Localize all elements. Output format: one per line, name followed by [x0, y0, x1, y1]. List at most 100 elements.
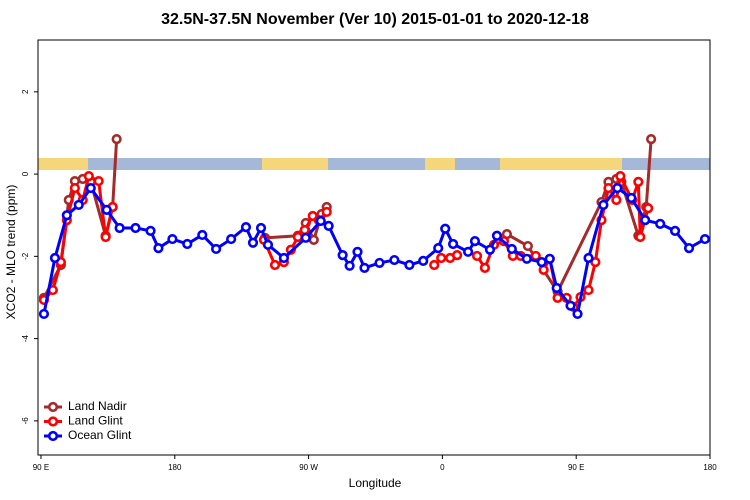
data-point — [321, 206, 332, 218]
data-point — [359, 262, 370, 273]
data-point — [436, 252, 447, 264]
data-point — [655, 218, 666, 229]
data-point — [643, 203, 654, 214]
data-point — [404, 259, 415, 271]
x-tick-label: 0 — [440, 463, 445, 472]
data-point — [552, 292, 563, 303]
x-tick-label: 90 W — [299, 463, 318, 472]
y-axis-label: XCO2 - MLO trend (ppm) — [4, 185, 18, 320]
data-point — [73, 199, 84, 211]
legend-marker — [47, 416, 59, 427]
data-point — [278, 252, 290, 264]
data-point — [61, 210, 72, 221]
data-point — [572, 308, 583, 320]
data-point — [101, 204, 112, 215]
data-point — [255, 222, 267, 234]
data-point — [463, 246, 474, 257]
x-tick-label: 90 E — [568, 463, 584, 472]
y-tick-label: 0 — [21, 171, 30, 176]
legend-marker — [47, 430, 59, 442]
data-point — [583, 252, 594, 264]
data-point — [240, 222, 252, 233]
data-point — [182, 238, 193, 250]
data-point — [626, 192, 637, 204]
data-point — [479, 262, 491, 273]
data-point — [646, 134, 657, 145]
data-point — [226, 233, 237, 245]
data-point — [389, 254, 400, 266]
data-point — [635, 231, 646, 243]
data-point — [521, 253, 532, 264]
data-point — [469, 236, 481, 247]
x-tick-label: 90 E — [33, 463, 49, 472]
legend-label: Land Nadir — [68, 399, 127, 413]
y-tick-label: 2 — [21, 89, 30, 94]
data-point — [85, 182, 96, 194]
data-point — [683, 243, 695, 254]
data-point — [315, 215, 326, 227]
data-point — [590, 257, 601, 268]
data-point — [536, 257, 547, 268]
data-point — [471, 250, 483, 262]
y-tick-label: -6 — [21, 417, 30, 425]
data-point — [429, 259, 440, 271]
data-point — [352, 246, 363, 257]
data-point — [484, 244, 496, 255]
data-point — [452, 250, 463, 261]
legend-label: Ocean Glint — [68, 428, 132, 442]
data-point — [130, 222, 141, 234]
legend-label: Land Glint — [68, 414, 123, 428]
data-point — [583, 284, 594, 296]
data-point — [522, 240, 533, 252]
x-tick-label: 180 — [168, 463, 182, 472]
data-point — [299, 224, 310, 236]
chart-title: 32.5N-37.5N November (Ver 10) 2015-01-01… — [161, 11, 589, 28]
data-point — [100, 231, 111, 243]
data-point — [323, 220, 334, 232]
data-point — [612, 182, 623, 194]
y-tick-label: -4 — [21, 335, 30, 343]
plot-frame — [37, 39, 711, 456]
data-point — [337, 250, 348, 261]
data-point — [93, 175, 104, 187]
land-sea-strip — [38, 158, 710, 170]
data-point — [506, 243, 517, 255]
data-point — [374, 257, 385, 269]
data-point — [611, 194, 622, 206]
data-point — [699, 233, 711, 245]
data-point — [344, 260, 355, 271]
x-tick-label: 180 — [703, 463, 717, 472]
data-point — [38, 308, 50, 320]
data-point — [262, 239, 274, 250]
data-point — [308, 234, 319, 245]
data-point — [433, 243, 444, 254]
data-point — [633, 176, 644, 187]
data-point — [153, 243, 164, 254]
data-point — [292, 231, 303, 243]
data-point — [598, 199, 609, 211]
data-point — [269, 259, 281, 271]
data-point — [603, 182, 614, 194]
data-point — [491, 230, 503, 241]
data-point — [551, 282, 562, 294]
data-point — [538, 264, 549, 276]
x-axis-label: Longitude — [349, 476, 402, 490]
data-point — [111, 134, 122, 145]
data-point — [247, 237, 259, 248]
data-point — [544, 253, 555, 264]
data-point — [447, 238, 459, 250]
data-point — [211, 243, 222, 255]
data-point — [565, 300, 576, 311]
data-point — [615, 171, 626, 182]
data-point — [167, 233, 178, 245]
data-point — [300, 232, 311, 243]
data-point — [145, 225, 156, 236]
data-point — [69, 182, 80, 194]
data-point — [83, 171, 94, 182]
legend-marker — [47, 401, 59, 413]
data-point — [440, 223, 451, 234]
data-point — [197, 229, 208, 241]
data-point — [640, 215, 651, 226]
